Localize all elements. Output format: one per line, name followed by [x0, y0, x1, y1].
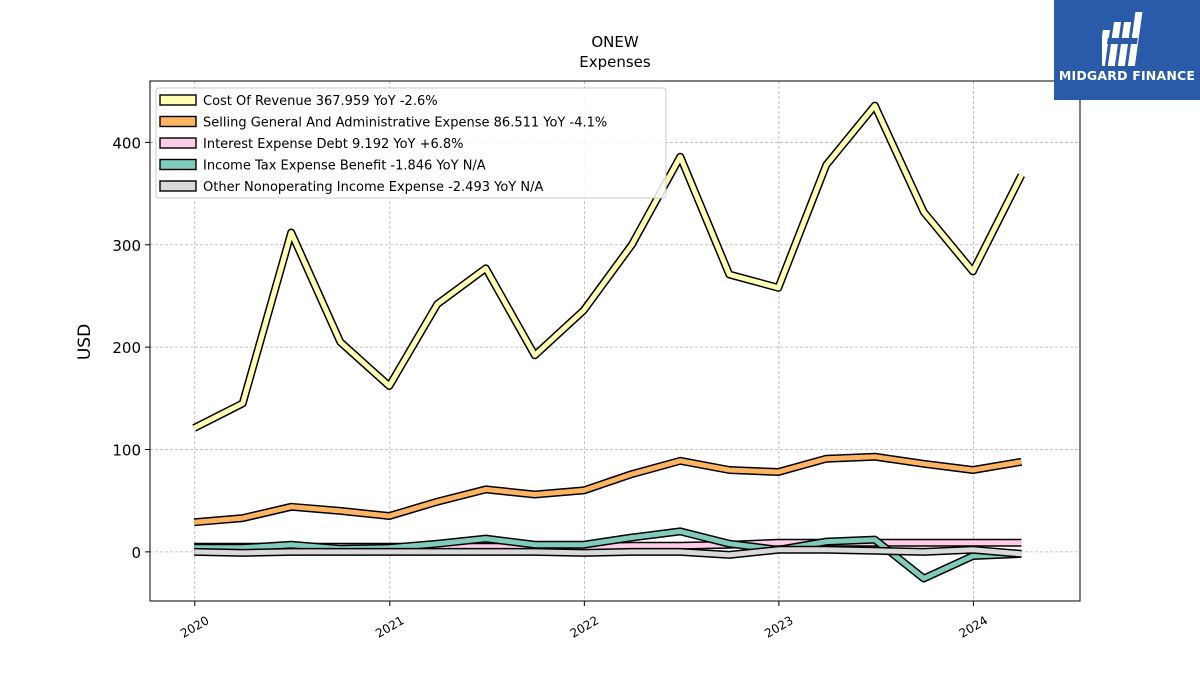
axes: 0 100 200 300 400 2020 2021 2022 2023 2024	[112, 80, 1081, 641]
legend-entry: Cost Of Revenue 367.959 YoY -2.6%	[203, 94, 438, 109]
series-line	[194, 547, 1022, 558]
plot-frame	[149, 80, 1081, 602]
x-tick-label: 2020	[178, 613, 211, 640]
legend: Cost Of Revenue 367.959 YoY -2.6% Selling…	[155, 87, 667, 199]
legend-entry: Other Nonoperating Income Expense -2.493…	[203, 180, 543, 195]
series-line	[193, 454, 1022, 525]
brand-name: MIDGARD FINANCE	[1058, 68, 1196, 83]
chart-subtitle: Expenses	[579, 53, 651, 71]
brand-logo: MIDGARD FINANCE	[1054, 0, 1200, 100]
x-tick-label: 2021	[373, 613, 406, 640]
x-tick-label: 2023	[762, 613, 795, 640]
midgard-logo-icon	[1102, 12, 1143, 66]
series-line	[193, 103, 1024, 431]
series-lines	[192, 101, 1025, 583]
legend-swatch	[159, 94, 197, 106]
legend-entry: Interest Expense Debt 9.192 YoY +6.8%	[203, 137, 464, 152]
series-line-outline	[193, 452, 1023, 527]
y-tick-label: 400	[112, 134, 141, 152]
legend-entry: Income Tax Expense Benefit -1.846 YoY N/…	[203, 159, 486, 174]
y-tick-label: 200	[112, 339, 141, 357]
legend-box	[155, 87, 667, 199]
y-axis-label: USD	[75, 324, 95, 360]
x-tick-label: 2022	[568, 613, 601, 640]
chart-title: ONEW	[591, 33, 639, 51]
y-tick-label: 100	[112, 442, 141, 460]
legend-swatch	[159, 180, 197, 192]
legend-swatch	[159, 158, 197, 171]
legend-swatch	[159, 115, 197, 128]
y-tick-label: 300	[112, 237, 141, 255]
legend-entry: Selling General And Administrative Expen…	[203, 116, 607, 131]
y-tick-label: 0	[131, 544, 141, 562]
legend-swatch	[159, 137, 197, 149]
x-tick-label: 2024	[957, 613, 990, 640]
